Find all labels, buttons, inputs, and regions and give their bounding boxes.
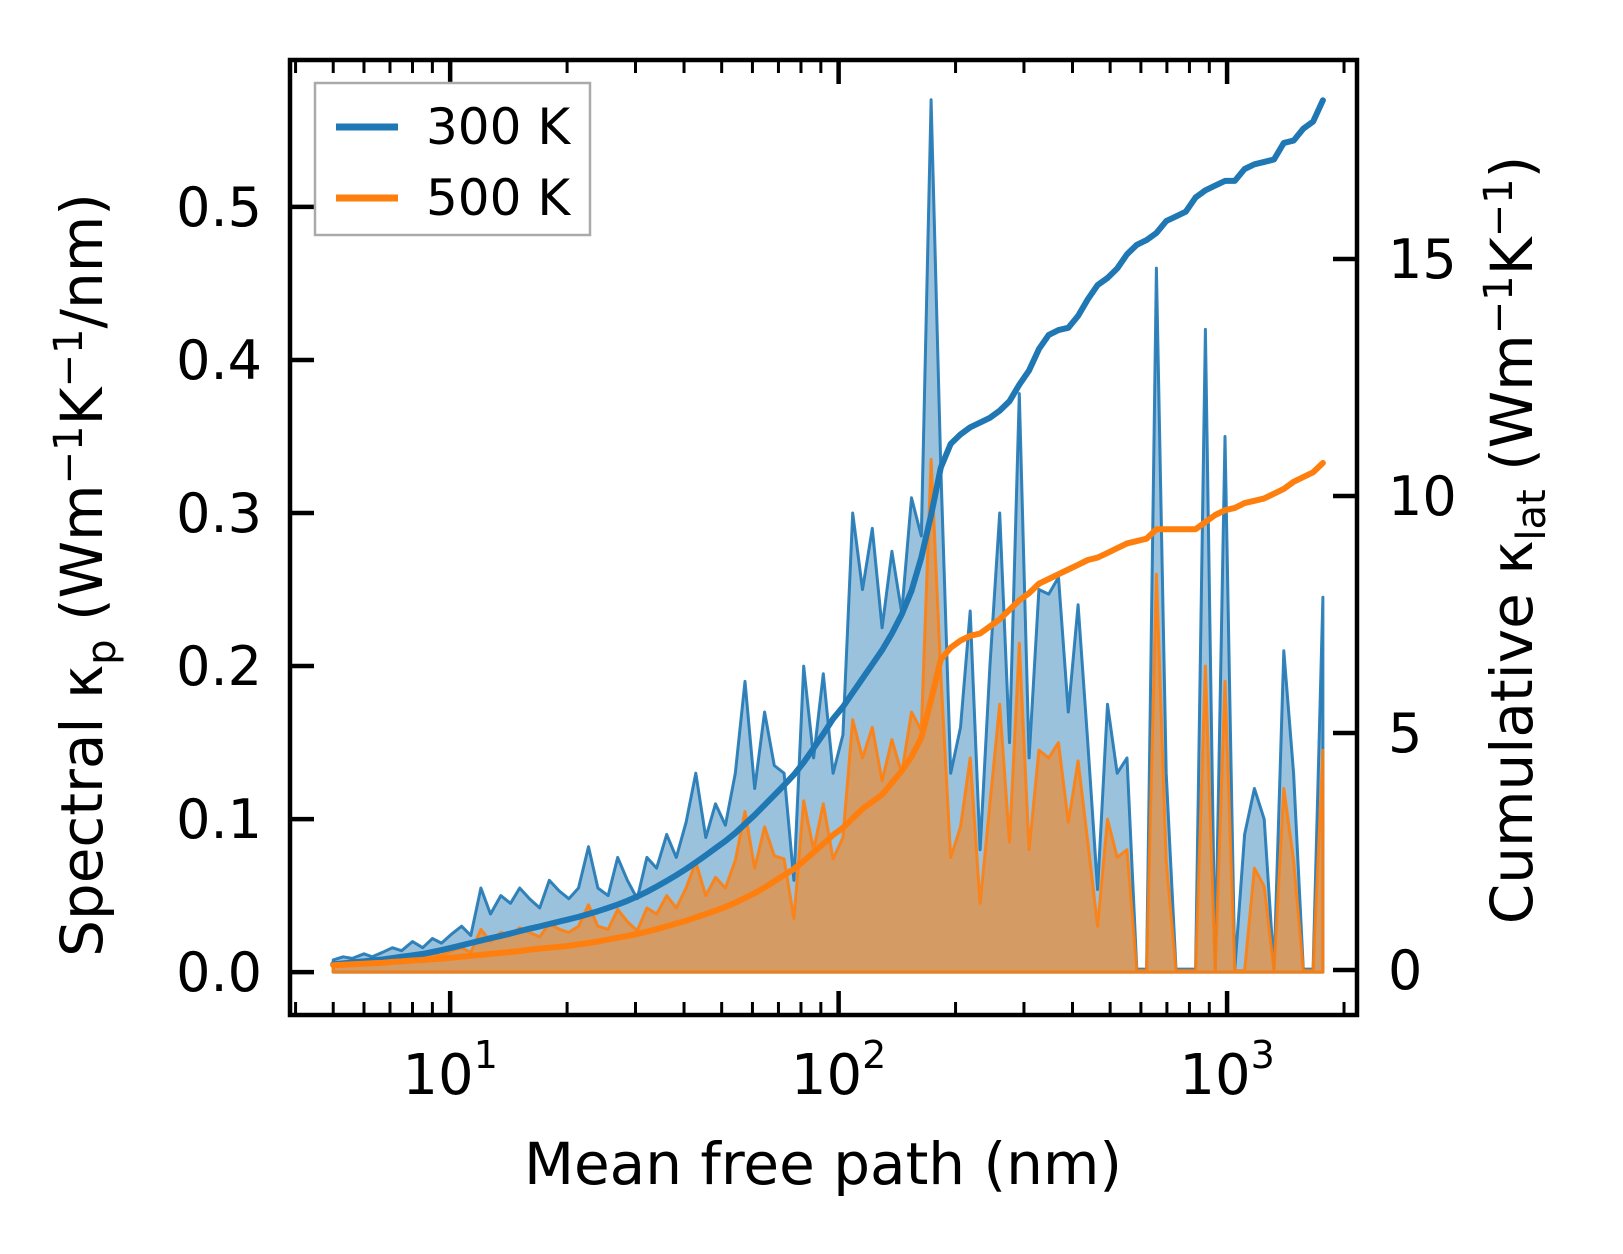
y-right-tick-label-0: 0 [1388,939,1422,1002]
x-tick-label-0: 101 [402,1033,497,1108]
cumulative-line-layer [330,97,1326,969]
legend-box [313,81,592,237]
y-left-tick-label-2: 0.2 [176,635,262,698]
legend: 300 K 500 K [313,81,592,237]
y-left-tick-label-5: 0.5 [176,176,262,239]
x-tick-label-1: 102 [791,1033,886,1108]
axis-tick-labels: 101 102 103 0.0 0.1 0.2 0.3 0.4 0.5 0 5 10 15 [176,176,1457,1108]
y-right-tick-label-2: 10 [1388,465,1457,528]
axis-titles: Mean free path (nm) Spectral κp (Wm−1K−1/… [46,156,1555,1198]
y-right-tick-label-3: 15 [1388,228,1457,291]
x-axis-title: Mean free path (nm) [524,1130,1122,1198]
cumulative-line-300k [330,97,1326,968]
legend-label-500k: 500 K [426,169,571,227]
y-left-tick-label-0: 0.0 [176,941,262,1004]
plot-frame [287,57,1360,1018]
y-right-tick-label-1: 5 [1388,702,1422,765]
y-left-tick-label-1: 0.1 [176,788,262,851]
cumulative-line-500k [330,459,1326,969]
y-left-tick-label-3: 0.3 [176,482,262,545]
spectral-area-300k [331,98,1325,974]
legend-label-300k: 300 K [426,98,571,156]
y-left-tick-label-4: 0.4 [176,329,262,392]
axis-ticks [290,60,1357,1015]
y-left-axis-title: Spectral κp (Wm−1K−1/nm) [46,193,125,957]
y-right-axis-title: Cumulative κlat (Wm−1K−1) [1476,156,1555,925]
x-tick-label-2: 103 [1179,1033,1274,1108]
